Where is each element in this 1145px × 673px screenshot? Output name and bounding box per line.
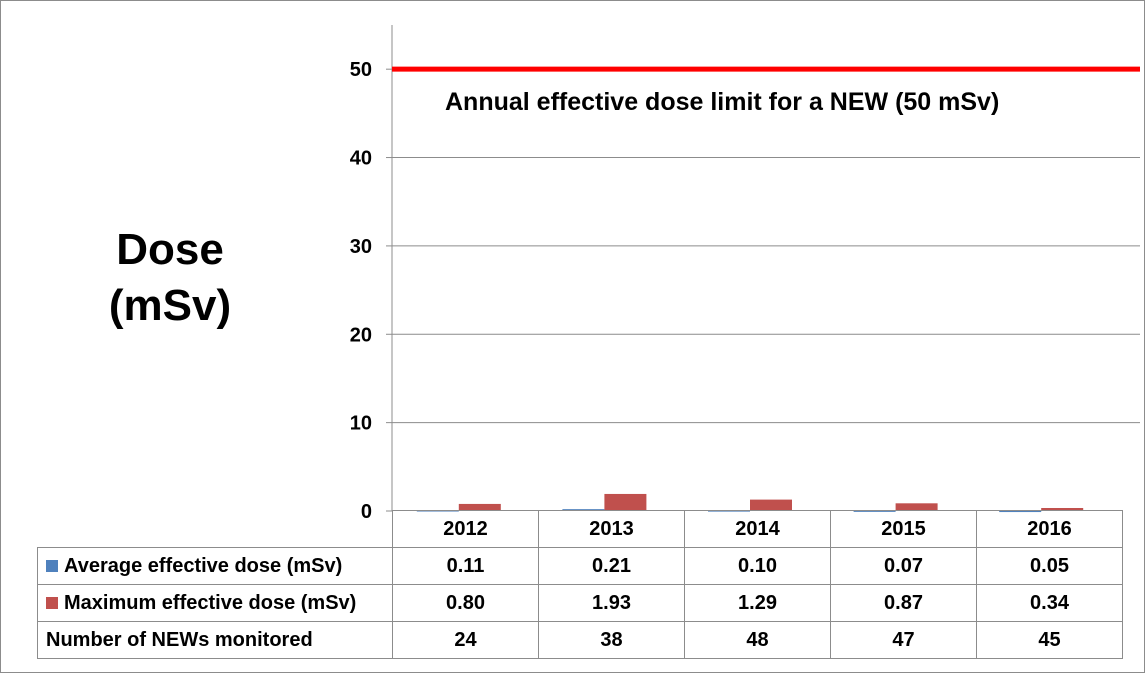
data-label: 0.11 bbox=[392, 547, 539, 585]
y-tick-label: 10 bbox=[350, 413, 372, 435]
bar-maximum-2013 bbox=[604, 493, 647, 511]
x-tick-label: 2016 bbox=[976, 510, 1123, 548]
table-row: Number of NEWs monitored 24 38 48 47 45 bbox=[37, 621, 1123, 659]
data-label: 45 bbox=[976, 621, 1123, 659]
y-tick-label: 40 bbox=[350, 148, 372, 170]
data-label: 0.05 bbox=[976, 547, 1123, 585]
y-axis-label-line1: Dose bbox=[116, 225, 224, 274]
bar-maximum-2012 bbox=[458, 503, 501, 511]
data-label: 0.10 bbox=[684, 547, 831, 585]
data-label: 0.21 bbox=[538, 547, 685, 585]
legend-swatch bbox=[46, 559, 58, 572]
table-header-row: 2012 2013 2014 2015 2016 bbox=[38, 510, 1123, 548]
data-label: 24 bbox=[392, 621, 539, 659]
table-row-label: Average effective dose (mSv) bbox=[37, 547, 393, 585]
gridlines bbox=[386, 68, 1140, 512]
table-row-label: Number of NEWs monitored bbox=[37, 621, 393, 659]
data-label: 0.07 bbox=[830, 547, 977, 585]
data-label: 0.34 bbox=[976, 584, 1123, 622]
x-tick-label: 2014 bbox=[684, 510, 831, 548]
x-tick-label: 2015 bbox=[830, 510, 977, 548]
chart-plot: 0 10 20 30 40 50 Annual effective dose limit … bbox=[350, 25, 1140, 520]
data-table: 2012 2013 2014 2015 2016 Average effective do… bbox=[37, 510, 1123, 659]
data-label: 1.29 bbox=[684, 584, 831, 622]
x-tick-label: 2012 bbox=[392, 510, 539, 548]
data-label: 38 bbox=[538, 621, 685, 659]
table-row-label: Maximum effective dose (mSv) bbox=[37, 584, 393, 622]
data-label: 0.80 bbox=[392, 584, 539, 622]
data-label: 47 bbox=[830, 621, 977, 659]
y-axis-label-line2: (mSv) bbox=[108, 281, 232, 330]
y-tick-labels: 0 10 20 30 40 50 bbox=[350, 59, 372, 520]
legend-swatch bbox=[46, 596, 58, 609]
dose-limit-label: Annual effective dose limit for a NEW (5… bbox=[445, 88, 999, 116]
table-corner bbox=[38, 511, 393, 548]
x-tick-label: 2013 bbox=[538, 510, 685, 548]
legend-label: Average effective dose (mSv) bbox=[64, 554, 343, 577]
table-row: Average effective dose (mSv) 0.11 0.21 0.10… bbox=[37, 547, 1123, 585]
data-label: 0.87 bbox=[830, 584, 977, 622]
data-label: 1.93 bbox=[538, 584, 685, 622]
bar-maximum-2016 bbox=[1041, 507, 1084, 511]
bar-maximum-2014 bbox=[750, 499, 792, 511]
y-axis-label: Dose (mSv) bbox=[60, 222, 280, 334]
y-tick-label: 30 bbox=[350, 236, 372, 258]
bar-maximum-2015 bbox=[895, 503, 938, 511]
y-tick-label: 20 bbox=[350, 324, 372, 346]
legend-label: Number of NEWs monitored bbox=[46, 628, 313, 651]
legend-label: Maximum effective dose (mSv) bbox=[64, 591, 357, 614]
table-row: Maximum effective dose (mSv) 0.80 1.93 1.29… bbox=[37, 584, 1123, 622]
y-tick-label: 0 bbox=[361, 501, 372, 520]
data-label: 48 bbox=[684, 621, 831, 659]
y-tick-label: 50 bbox=[350, 59, 372, 81]
